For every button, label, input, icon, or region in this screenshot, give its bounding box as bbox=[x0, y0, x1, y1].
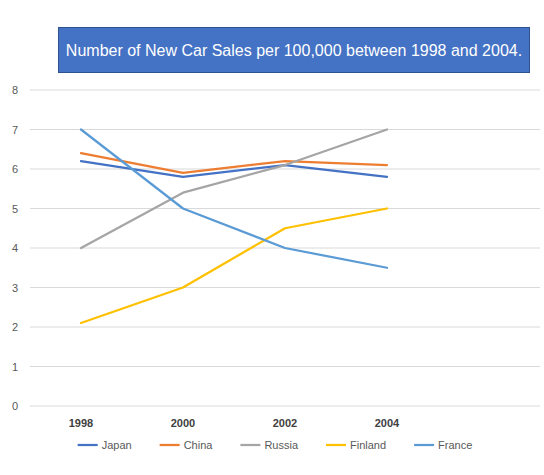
legend-marker bbox=[240, 444, 260, 446]
legend-label: France bbox=[438, 439, 472, 451]
x-tick-label: 2002 bbox=[273, 417, 297, 429]
y-tick-label: 4 bbox=[12, 242, 18, 254]
plot-area bbox=[81, 130, 387, 324]
series-line bbox=[81, 130, 387, 249]
grid-line bbox=[30, 90, 540, 91]
x-tick-label: 2004 bbox=[375, 417, 400, 429]
chart: 0 1 2 3 4 5 6 7 8 1998 2000 2002 2004 Japan China Russi… bbox=[0, 0, 544, 475]
legend-marker bbox=[78, 444, 98, 446]
x-tick-label: 2000 bbox=[171, 417, 195, 429]
legend-label: Russia bbox=[264, 439, 299, 451]
grid-line bbox=[30, 287, 540, 288]
legend-label: Finland bbox=[350, 439, 386, 451]
y-tick-label: 5 bbox=[12, 203, 18, 215]
y-tick-label: 2 bbox=[12, 321, 18, 333]
y-tick-label: 8 bbox=[12, 84, 18, 96]
y-tick-label: 3 bbox=[12, 282, 18, 294]
legend-marker bbox=[326, 444, 346, 446]
series-line bbox=[81, 209, 387, 324]
legend-label: Japan bbox=[102, 439, 132, 451]
y-tick-label: 0 bbox=[12, 400, 18, 412]
grid-line bbox=[30, 366, 540, 367]
legend-marker bbox=[160, 444, 180, 446]
grid-line bbox=[30, 208, 540, 209]
grid-line bbox=[30, 406, 540, 407]
y-tick-label: 1 bbox=[12, 361, 18, 373]
x-tick-label: 1998 bbox=[69, 417, 93, 429]
grid-line bbox=[30, 129, 540, 130]
grid-line bbox=[30, 169, 540, 170]
y-tick-label: 7 bbox=[12, 124, 18, 136]
legend: Japan China Russia Finland France bbox=[78, 439, 473, 451]
series-line bbox=[81, 130, 387, 268]
series-line bbox=[81, 153, 387, 173]
y-tick-label: 6 bbox=[12, 163, 18, 175]
legend-marker bbox=[414, 444, 434, 446]
chart-title: Number of New Car Sales per 100,000 betw… bbox=[58, 27, 530, 73]
legend-label: China bbox=[184, 439, 214, 451]
grid-line bbox=[30, 327, 540, 328]
